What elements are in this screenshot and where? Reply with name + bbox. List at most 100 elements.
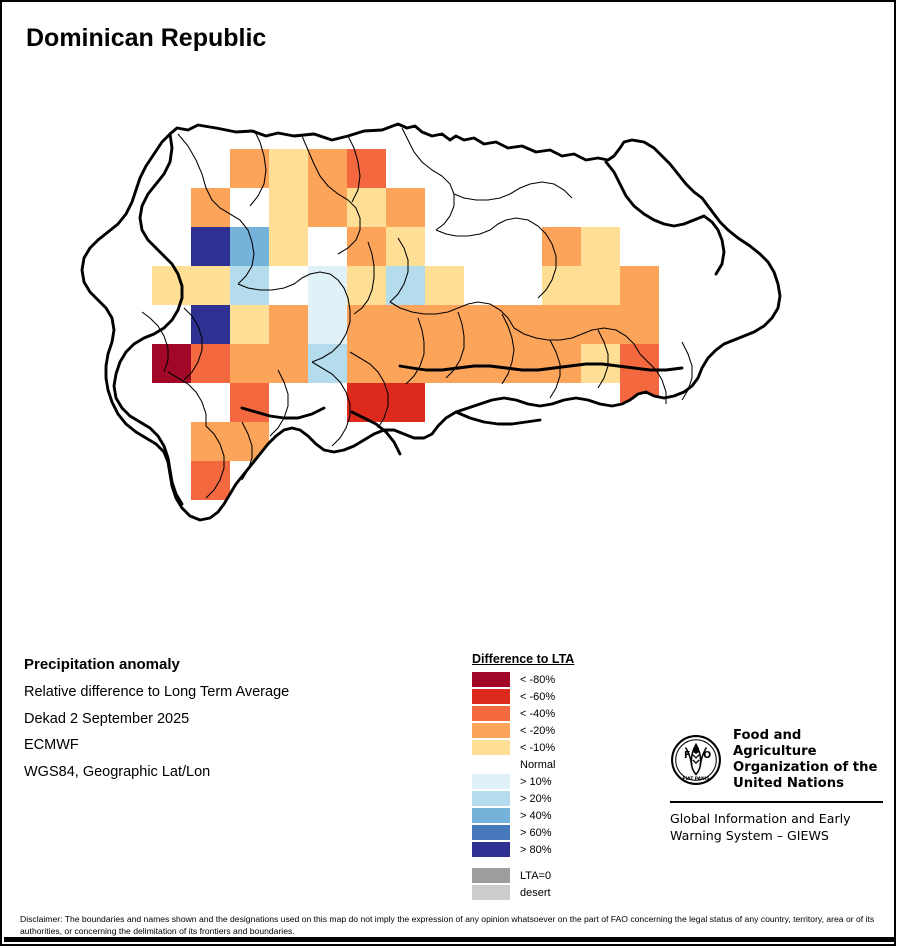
anomaly-grid-cell[interactable] xyxy=(464,344,503,383)
anomaly-grid-cell[interactable] xyxy=(308,266,347,305)
anomaly-grid-cell[interactable] xyxy=(542,227,581,266)
legend-spacer xyxy=(472,858,574,867)
anomaly-grid-cell[interactable] xyxy=(308,188,347,227)
fao-motto-text: FIAT PANIS xyxy=(683,776,710,782)
anomaly-grid-cell[interactable] xyxy=(347,383,386,422)
anomaly-grid-cell[interactable] xyxy=(191,266,230,305)
anomaly-grid-cell[interactable] xyxy=(386,344,425,383)
legend-item-swatch xyxy=(472,808,510,823)
legend-item-row: > 60% xyxy=(472,824,574,841)
anomaly-grid-cell[interactable] xyxy=(425,305,464,344)
legend-item-swatch xyxy=(472,706,510,721)
fao-name-line3: United Nations xyxy=(733,776,844,792)
anomaly-grid-cell[interactable] xyxy=(269,344,308,383)
anomaly-grid-cell[interactable] xyxy=(230,149,269,188)
anomaly-grid-cell[interactable] xyxy=(464,305,503,344)
metadata-heading: Precipitation anomaly xyxy=(24,656,180,673)
legend-item-label: > 20% xyxy=(520,792,552,805)
svg-text:F: F xyxy=(684,750,690,761)
anomaly-grid-cell[interactable] xyxy=(230,305,269,344)
anomaly-grid-cell[interactable] xyxy=(620,305,659,344)
anomaly-grid-cell[interactable] xyxy=(347,149,386,188)
anomaly-grid-cell[interactable] xyxy=(347,344,386,383)
legend-extra-row: desert xyxy=(472,884,574,901)
anomaly-grid-cell[interactable] xyxy=(269,149,308,188)
anomaly-grid-cell[interactable] xyxy=(386,383,425,422)
legend-item-row: < -80% xyxy=(472,671,574,688)
legend-item-swatch xyxy=(472,689,510,704)
fao-name: Food and Agriculture Organization of the… xyxy=(733,728,885,792)
anomaly-grid-cell[interactable] xyxy=(347,305,386,344)
fao-emblem-icon: F A O FIAT PANIS xyxy=(671,735,721,786)
anomaly-grid-cell[interactable] xyxy=(191,188,230,227)
anomaly-grid-cell[interactable] xyxy=(386,227,425,266)
anomaly-grid-cell[interactable] xyxy=(230,383,269,422)
legend-extra-row: LTA=0 xyxy=(472,867,574,884)
map-metadata-block: Precipitation anomaly Relative differenc… xyxy=(24,657,289,791)
anomaly-grid-cell[interactable] xyxy=(269,305,308,344)
legend-item-label: < -40% xyxy=(520,707,556,720)
legend-item-row: > 20% xyxy=(472,790,574,807)
legend-item-row: < -40% xyxy=(472,705,574,722)
anomaly-grid-cell[interactable] xyxy=(347,227,386,266)
legend-item-label: < -60% xyxy=(520,690,556,703)
fao-name-line1: Food and Agriculture xyxy=(733,728,817,760)
legend-item-label: Normal xyxy=(520,758,556,771)
anomaly-grid-cell[interactable] xyxy=(581,305,620,344)
anomaly-grid-cell[interactable] xyxy=(347,188,386,227)
anomaly-grid-cell[interactable] xyxy=(308,149,347,188)
anomaly-grid-cell[interactable] xyxy=(581,266,620,305)
anomaly-grid-cell[interactable] xyxy=(620,266,659,305)
anomaly-grid-cell[interactable] xyxy=(542,344,581,383)
anomaly-grid-cell[interactable] xyxy=(230,344,269,383)
page-title: Dominican Republic xyxy=(26,24,267,52)
anomaly-grid-cell[interactable] xyxy=(152,344,191,383)
legend-item-row: < -60% xyxy=(472,688,574,705)
anomaly-grid-cell[interactable] xyxy=(503,344,542,383)
legend-item-swatch xyxy=(472,825,510,840)
legend-item-row: < -10% xyxy=(472,739,574,756)
anomaly-grid-cell[interactable] xyxy=(230,422,269,461)
bottom-rule xyxy=(4,937,896,942)
legend-item-label: > 10% xyxy=(520,775,552,788)
anomaly-grid-cell[interactable] xyxy=(620,344,659,383)
metadata-projection: WGS84, Geographic Lat/Lon xyxy=(24,763,211,780)
legend-item-swatch xyxy=(472,774,510,789)
map-canvas[interactable] xyxy=(2,112,898,572)
legend-item-row: Normal xyxy=(472,756,574,773)
metadata-period: Dekad 2 September 2025 xyxy=(24,710,190,727)
anomaly-grid-cell[interactable] xyxy=(347,266,386,305)
choropleth-map[interactable] xyxy=(2,112,898,572)
country-outline xyxy=(80,122,782,522)
legend-extra-label: LTA=0 xyxy=(520,869,552,882)
giews-line2: Warning System – GIEWS xyxy=(670,827,829,843)
metadata-source: ECMWF xyxy=(24,737,79,753)
anomaly-grid-cell[interactable] xyxy=(269,188,308,227)
anomaly-grid-cell[interactable] xyxy=(386,305,425,344)
anomaly-grid-cell[interactable] xyxy=(542,266,581,305)
legend-item-swatch xyxy=(472,723,510,738)
legend-title: Difference to LTA xyxy=(472,652,575,666)
metadata-description: Relative difference to Long Term Average xyxy=(24,684,290,700)
anomaly-grid-cell[interactable] xyxy=(425,266,464,305)
anomaly-grid-cell[interactable] xyxy=(308,305,347,344)
legend-item-label: < -20% xyxy=(520,724,556,737)
anomaly-grid-cell[interactable] xyxy=(152,266,191,305)
legend-item-label: < -10% xyxy=(520,741,556,754)
legend-extra-label: desert xyxy=(520,886,551,899)
legend-item-row: > 80% xyxy=(472,841,574,858)
legend-items: < -80% < -60% < -40% < -20% < -10% Normal > 10… xyxy=(472,671,574,858)
fao-divider xyxy=(670,801,883,804)
anomaly-grid-cell[interactable] xyxy=(269,227,308,266)
anomaly-grid-cell[interactable] xyxy=(230,266,269,305)
anomaly-grid-cell[interactable] xyxy=(386,188,425,227)
anomaly-grid-cell[interactable] xyxy=(581,227,620,266)
anomaly-grid-cell[interactable] xyxy=(191,227,230,266)
anomaly-grid-layer xyxy=(152,149,659,500)
legend-item-swatch xyxy=(472,740,510,755)
anomaly-grid-cell[interactable] xyxy=(542,305,581,344)
legend-item-label: > 40% xyxy=(520,809,552,822)
anomaly-grid-cell[interactable] xyxy=(386,266,425,305)
fao-logo-row: F A O FIAT PANIS Food and Agriculture Or… xyxy=(670,728,885,792)
